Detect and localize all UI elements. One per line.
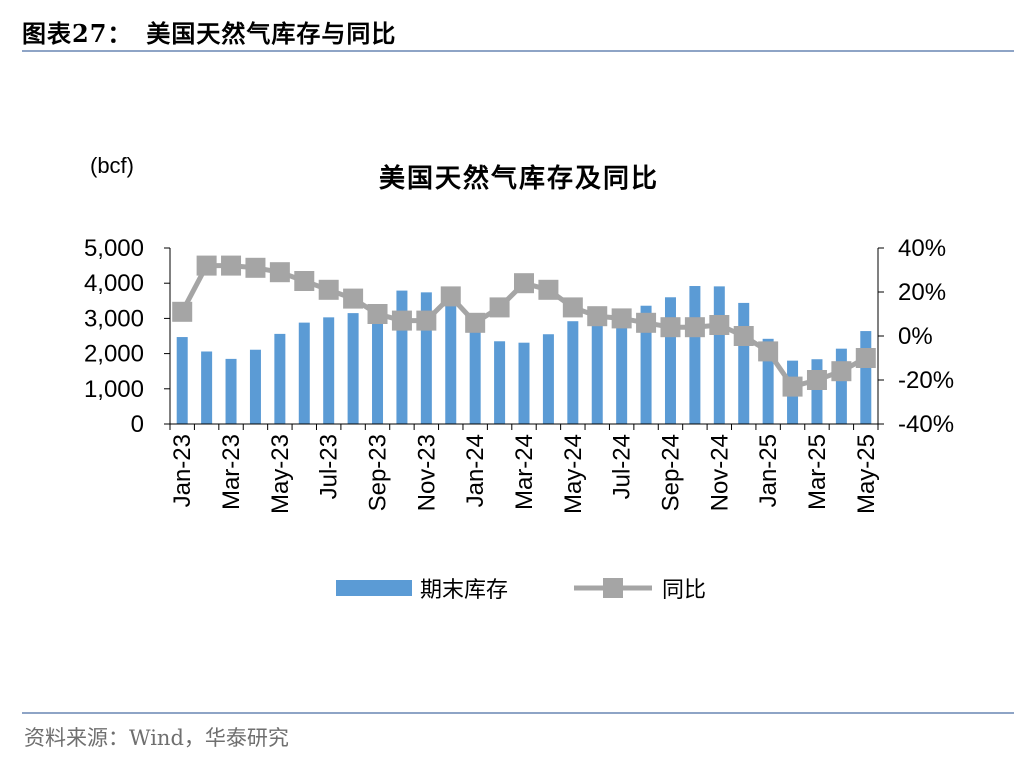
legend-marker-yoy <box>603 578 623 598</box>
yoy-point-Feb-24 <box>489 297 510 318</box>
yoy-point-Jun-23 <box>294 271 315 291</box>
x-tick-label: Jan-23 <box>169 434 196 507</box>
figure-number: 图表27： <box>22 19 133 48</box>
bar-Mar-24 <box>518 342 530 424</box>
bar-Dec-23 <box>445 299 457 424</box>
bar-Apr-24 <box>542 334 554 424</box>
right-tick-label: 40% <box>898 235 946 262</box>
bar-Nov-23 <box>420 292 432 424</box>
bar-Oct-24 <box>689 286 701 424</box>
yoy-point-Apr-24 <box>538 279 559 300</box>
bar-Jul-23 <box>323 317 335 424</box>
right-tick-label: 0% <box>898 323 933 350</box>
bar-Mar-23 <box>225 358 237 424</box>
figure-header: 图表27： 美国天然气库存与同比 <box>22 14 396 49</box>
x-tick-label: May-23 <box>267 434 294 514</box>
bar-Apr-25 <box>835 348 847 424</box>
yoy-point-Feb-23 <box>196 255 217 276</box>
yoy-point-Jan-24 <box>465 312 486 333</box>
bar-Sep-24 <box>664 297 676 424</box>
yoy-point-Oct-24 <box>684 317 705 338</box>
left-tick-label: 1,000 <box>84 376 144 403</box>
yoy-point-Mar-25 <box>806 370 827 390</box>
x-tick-label: May-25 <box>853 434 880 514</box>
x-tick-label: Mar-23 <box>218 434 245 510</box>
yoy-point-Jan-23 <box>172 301 193 322</box>
source-note: 资料来源：Wind，华泰研究 <box>24 726 289 750</box>
header-divider <box>22 50 1014 52</box>
yoy-point-Nov-24 <box>709 315 730 335</box>
yoy-point-Dec-23 <box>440 286 461 307</box>
figure-title: 美国天然气库存与同比 <box>146 19 397 48</box>
yoy-point-Sep-24 <box>660 317 681 338</box>
left-axis-unit: (bcf) <box>90 153 134 178</box>
right-tick-label: -40% <box>898 411 954 438</box>
bar-Jan-23 <box>176 337 188 424</box>
legend-label-inventory: 期末库存 <box>420 578 508 603</box>
bar-Sep-23 <box>372 306 384 424</box>
yoy-point-Feb-25 <box>782 376 803 397</box>
yoy-point-Aug-23 <box>343 288 364 309</box>
bar-Feb-24 <box>494 341 506 424</box>
x-tick-label: Sep-24 <box>657 434 684 511</box>
yoy-point-Jun-24 <box>587 306 608 327</box>
bar-Jun-24 <box>591 312 603 424</box>
x-tick-label: Jul-23 <box>316 434 343 499</box>
x-tick-label: May-24 <box>560 434 587 514</box>
yoy-point-Jan-25 <box>758 341 779 362</box>
yoy-point-Mar-23 <box>221 255 242 276</box>
bar-Jun-23 <box>298 322 310 424</box>
x-tick-label: Jan-25 <box>755 434 782 507</box>
x-tick-label: Nov-23 <box>413 434 440 511</box>
yoy-point-Jul-24 <box>611 308 632 329</box>
bar-Oct-23 <box>396 290 408 424</box>
yoy-point-Mar-24 <box>514 273 534 294</box>
yoy-point-Dec-24 <box>733 326 754 346</box>
yoy-point-Oct-23 <box>391 310 412 331</box>
bar-Jan-24 <box>469 323 481 424</box>
bar-May-24 <box>567 321 579 424</box>
bar-Apr-23 <box>249 349 261 424</box>
bar-Aug-24 <box>640 305 652 424</box>
left-tick-label: 5,000 <box>84 235 144 262</box>
yoy-point-May-25 <box>855 348 876 368</box>
bar-Nov-24 <box>713 286 725 424</box>
legend-swatch-inventory <box>336 580 412 596</box>
x-tick-label: Mar-25 <box>804 434 831 510</box>
bar-Feb-23 <box>201 351 213 424</box>
chart-title: 美国天然气库存及同比 <box>379 163 659 194</box>
yoy-point-May-23 <box>269 262 290 283</box>
legend: 期末库存 同比 <box>336 578 706 603</box>
legend-label-yoy: 同比 <box>662 578 706 603</box>
yoy-point-Nov-23 <box>416 310 437 331</box>
yoy-point-Sep-23 <box>367 304 388 324</box>
x-tick-label: Jan-24 <box>462 434 489 507</box>
x-tick-label: Nov-24 <box>706 434 733 511</box>
left-tick-label: 0 <box>131 411 144 438</box>
right-tick-label: 20% <box>898 279 946 306</box>
footer-divider <box>22 712 1014 714</box>
yoy-point-Apr-25 <box>831 361 852 382</box>
x-tick-label: Mar-24 <box>511 434 538 510</box>
right-tick-label: -20% <box>898 367 954 394</box>
yoy-point-May-24 <box>562 297 583 318</box>
bar-Dec-24 <box>738 302 750 424</box>
bar-Jul-24 <box>616 309 628 424</box>
bar-Aug-23 <box>347 313 359 424</box>
x-tick-label: Jul-24 <box>609 434 636 499</box>
yoy-point-Apr-23 <box>245 257 266 278</box>
x-tick-label: Sep-23 <box>365 434 392 511</box>
bar-May-25 <box>860 331 872 424</box>
bar-May-23 <box>274 333 286 424</box>
left-tick-label: 4,000 <box>84 270 144 297</box>
left-tick-label: 3,000 <box>84 305 144 332</box>
yoy-point-Aug-24 <box>636 312 657 333</box>
left-tick-label: 2,000 <box>84 341 144 368</box>
bar-Mar-25 <box>811 359 823 424</box>
bar-Jan-25 <box>762 338 774 424</box>
yoy-point-Jul-23 <box>318 279 339 300</box>
